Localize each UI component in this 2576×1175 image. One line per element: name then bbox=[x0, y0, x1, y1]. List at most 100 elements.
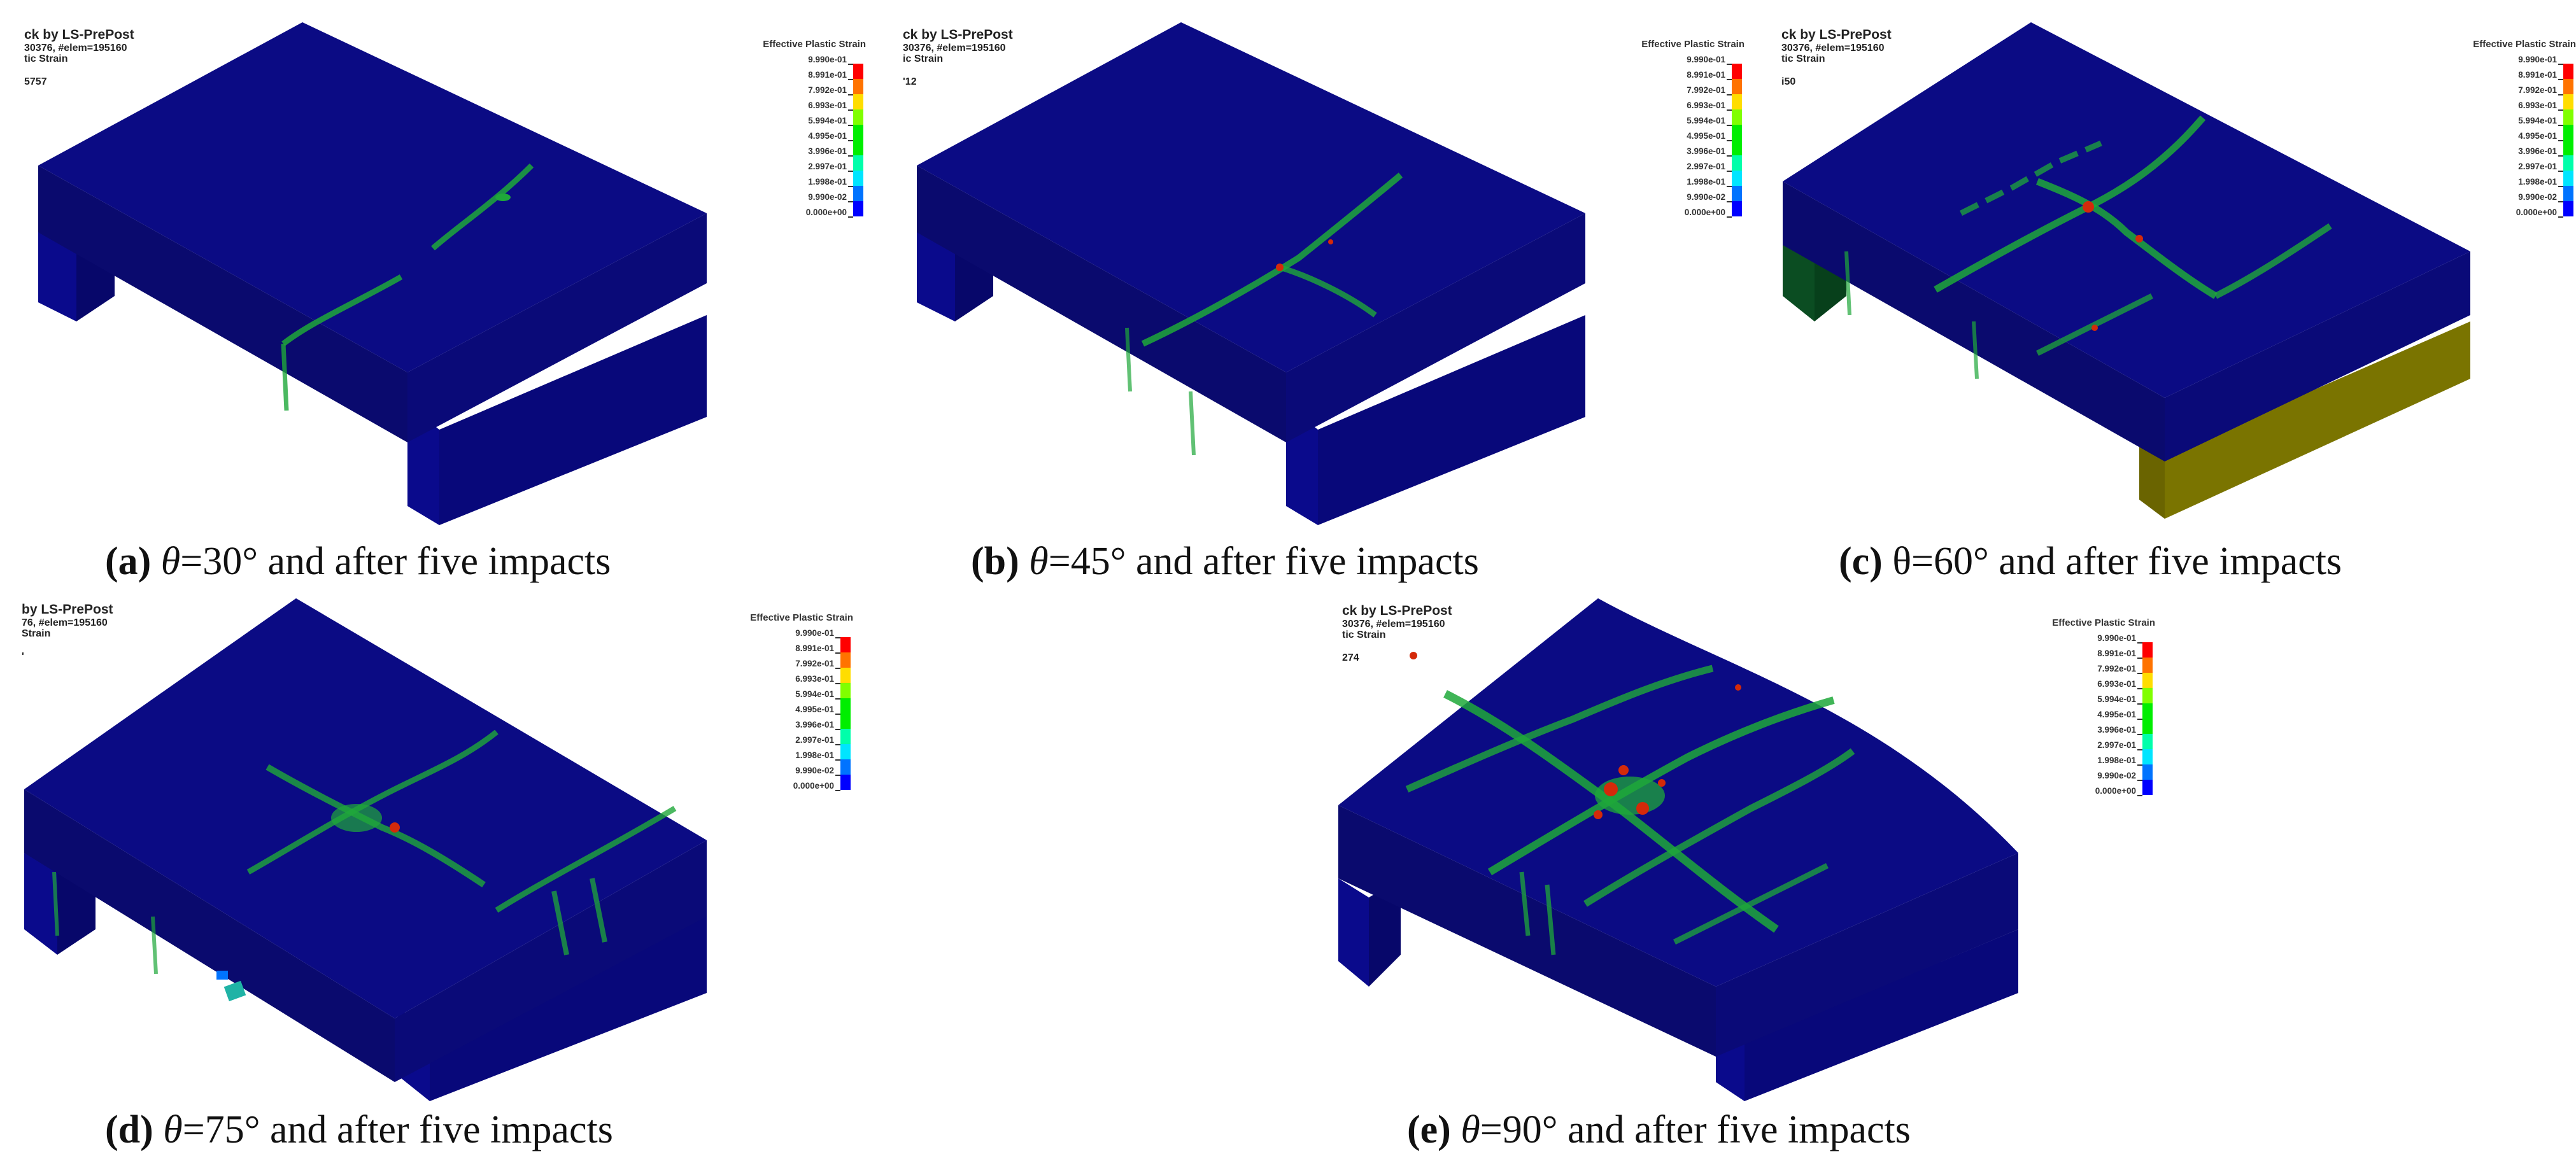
legend-color-swatch bbox=[853, 125, 863, 140]
caption-a: (a) θ=30° and after five impacts bbox=[105, 540, 611, 583]
legend-label: 9.990e-01 bbox=[2518, 55, 2557, 64]
panel-c: ck by LS-PrePost 30376, #elem=195160 tic… bbox=[1770, 22, 2576, 595]
legend-tick bbox=[848, 201, 853, 202]
legend-tick bbox=[2558, 171, 2563, 172]
legend-tick bbox=[835, 744, 840, 745]
legend-color-swatch bbox=[2142, 719, 2153, 734]
legend-tick bbox=[835, 729, 840, 730]
legend-color-swatch bbox=[2563, 201, 2573, 216]
legend-tick bbox=[2137, 749, 2142, 750]
legend-label: 2.997e-01 bbox=[795, 735, 834, 745]
legend-color-swatch bbox=[1732, 125, 1742, 140]
legend-tick bbox=[1727, 155, 1732, 157]
legend-tick bbox=[848, 140, 853, 141]
legend-label: 0.000e+00 bbox=[1684, 208, 1725, 217]
legend-tick bbox=[1727, 94, 1732, 95]
legend-tick bbox=[2137, 764, 2142, 766]
legend-tick bbox=[1727, 109, 1732, 111]
legend-label: 9.990e-01 bbox=[2097, 633, 2136, 643]
legend-color-swatch bbox=[2142, 734, 2153, 749]
legend-color-swatch bbox=[1732, 186, 1742, 201]
legend-color-swatch bbox=[840, 759, 851, 775]
ls-prepost-header-b: ck by LS-PrePost 30376, #elem=195160 ic … bbox=[903, 27, 1013, 88]
legend-label: 4.995e-01 bbox=[795, 705, 834, 714]
panel-d: by LS-PrePost 76, #elem=195160 Strain ' … bbox=[0, 598, 891, 1175]
legend-color-swatch bbox=[853, 109, 863, 125]
legend-tick bbox=[1727, 186, 1732, 187]
legend-color-swatch bbox=[840, 729, 851, 744]
legend-color-swatch bbox=[840, 714, 851, 729]
legend-color-swatch bbox=[1732, 155, 1742, 171]
legend-scale: 9.990e-01 8.991e-01 7.992e-01 6.993e-01 5.99… bbox=[1611, 55, 1744, 224]
legend-label: 0.000e+00 bbox=[805, 208, 847, 217]
legend-tick bbox=[1727, 216, 1732, 218]
legend-color-swatch bbox=[853, 186, 863, 201]
legend-color-swatch bbox=[1732, 201, 1742, 216]
legend-label: 8.991e-01 bbox=[1687, 70, 1725, 80]
legend-label: 7.992e-01 bbox=[2097, 664, 2136, 673]
fe-viewport-d: by LS-PrePost 76, #elem=195160 Strain ' … bbox=[0, 598, 891, 1101]
legend-title: Effective Plastic Strain bbox=[2052, 617, 2155, 628]
legend-scale: 9.990e-01 8.991e-01 7.992e-01 6.993e-01 5.99… bbox=[732, 55, 866, 224]
legend-tick bbox=[2137, 688, 2142, 689]
legend-color-swatch bbox=[2142, 780, 2153, 795]
panel-e: ck by LS-PrePost 30376, #elem=195160 tic… bbox=[1331, 598, 2184, 1175]
panel-b: ck by LS-PrePost 30376, #elem=195160 ic … bbox=[891, 22, 1744, 595]
legend-label: 3.996e-01 bbox=[808, 146, 847, 156]
legend-tick bbox=[2558, 140, 2563, 141]
legend-label: 1.998e-01 bbox=[2097, 756, 2136, 765]
legend-tick bbox=[835, 698, 840, 700]
legend-color-swatch bbox=[853, 64, 863, 79]
legend-tick bbox=[1727, 79, 1732, 80]
legend-color-swatch bbox=[2563, 94, 2573, 109]
legend-tick bbox=[848, 216, 853, 218]
legend-tick bbox=[2137, 780, 2142, 781]
legend-label: 0.000e+00 bbox=[2095, 786, 2136, 796]
ls-prepost-header-c: ck by LS-PrePost 30376, #elem=195160 tic… bbox=[1781, 27, 1892, 88]
legend-label: 9.990e-02 bbox=[808, 192, 847, 202]
legend-tick bbox=[848, 171, 853, 172]
legend-title: Effective Plastic Strain bbox=[763, 39, 866, 50]
strain-legend-c: Effective Plastic Strain 9.990e-01 8.991e-… bbox=[2442, 39, 2576, 224]
legend-label: 3.996e-01 bbox=[1687, 146, 1725, 156]
legend-tick bbox=[835, 668, 840, 669]
legend-color-swatch bbox=[2563, 109, 2573, 125]
legend-color-swatch bbox=[2563, 64, 2573, 79]
legend-color-swatch bbox=[853, 79, 863, 94]
slab-model-d bbox=[24, 598, 707, 1101]
legend-color-swatch bbox=[1732, 94, 1742, 109]
ls-prepost-header-d: by LS-PrePost 76, #elem=195160 Strain ' bbox=[22, 602, 113, 663]
legend-color-swatch bbox=[840, 744, 851, 759]
caption-d: (d) θ=75° and after five impacts bbox=[105, 1108, 613, 1151]
legend-title: Effective Plastic Strain bbox=[750, 612, 853, 623]
legend-label: 8.991e-01 bbox=[808, 70, 847, 80]
legend-scale: 9.990e-01 8.991e-01 7.992e-01 6.993e-01 5.99… bbox=[2442, 55, 2576, 224]
legend-color-swatch bbox=[2563, 140, 2573, 155]
legend-scale: 9.990e-01 8.991e-01 7.992e-01 6.993e-01 5.99… bbox=[716, 628, 853, 798]
legend-tick bbox=[2137, 673, 2142, 674]
legend-tick bbox=[2558, 216, 2563, 218]
legend-label: 7.992e-01 bbox=[808, 85, 847, 95]
legend-tick bbox=[848, 94, 853, 95]
slab-top-a bbox=[38, 22, 707, 372]
legend-label: 5.994e-01 bbox=[795, 689, 834, 699]
legend-color-swatch bbox=[2142, 658, 2153, 673]
legend-tick bbox=[1727, 171, 1732, 172]
fe-viewport-e: ck by LS-PrePost 30376, #elem=195160 tic… bbox=[1331, 598, 2184, 1101]
legend-color-swatch bbox=[2563, 171, 2573, 186]
legend-color-swatch bbox=[1732, 171, 1742, 186]
legend-tick bbox=[1727, 140, 1732, 141]
fe-viewport-c: ck by LS-PrePost 30376, #elem=195160 tic… bbox=[1770, 22, 2576, 525]
legend-label: 5.994e-01 bbox=[808, 116, 847, 125]
legend-label: 3.996e-01 bbox=[795, 720, 834, 729]
header-line-1: ck by LS-PrePost bbox=[24, 27, 134, 42]
legend-tick bbox=[1727, 201, 1732, 202]
legend-color-swatch bbox=[840, 637, 851, 652]
legend-label: 6.993e-01 bbox=[2097, 679, 2136, 689]
legend-tick bbox=[2137, 703, 2142, 705]
legend-tick bbox=[1727, 64, 1732, 65]
legend-tick bbox=[2558, 155, 2563, 157]
legend-label: 2.997e-01 bbox=[2518, 162, 2557, 171]
legend-color-swatch bbox=[1732, 140, 1742, 155]
legend-tick bbox=[2558, 64, 2563, 65]
